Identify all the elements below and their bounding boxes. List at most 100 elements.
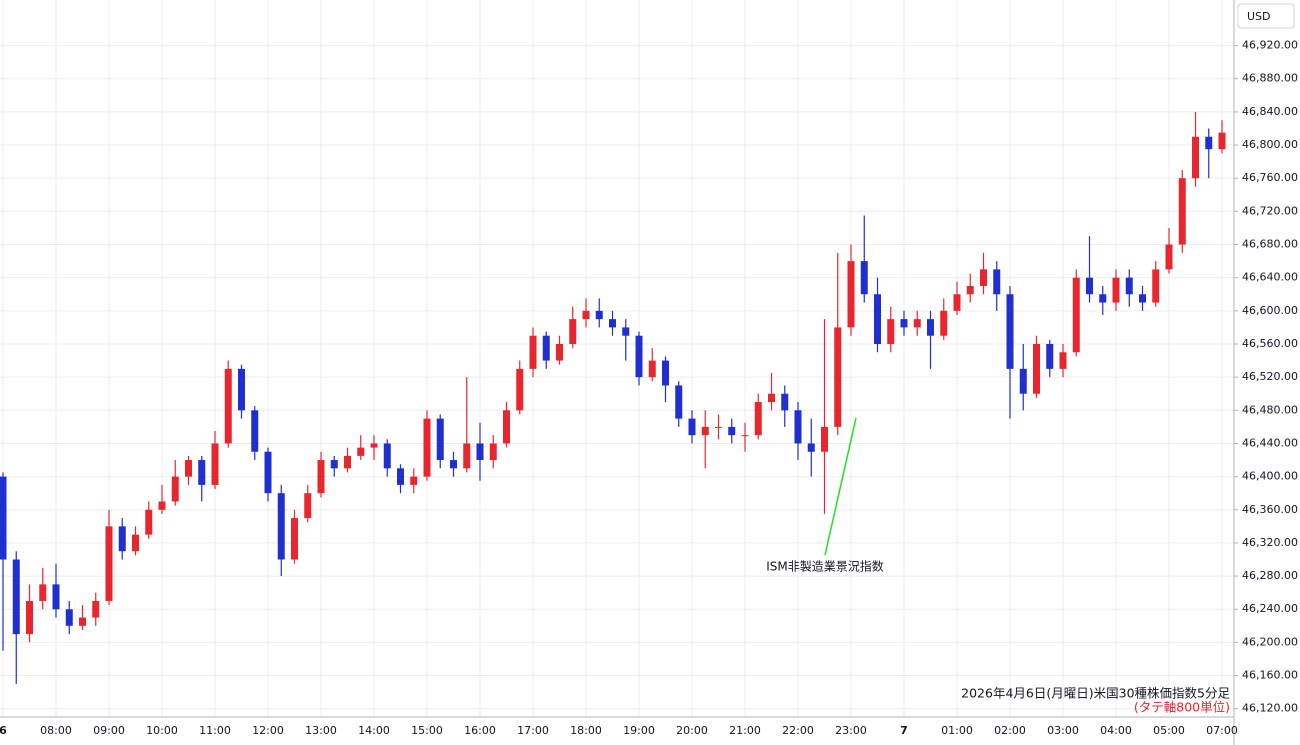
y-tick-label: 46,280.00 bbox=[1242, 569, 1298, 582]
candle-body bbox=[1046, 343, 1054, 369]
candle-body bbox=[450, 460, 457, 469]
x-tick-label: 15:00 bbox=[411, 724, 443, 737]
candle-body bbox=[754, 402, 762, 436]
y-tick-label: 46,880.00 bbox=[1242, 72, 1298, 85]
candle-body bbox=[224, 368, 232, 444]
candle-body bbox=[1072, 277, 1080, 353]
candle-body bbox=[715, 426, 722, 428]
candle-body bbox=[436, 418, 444, 461]
candle-body bbox=[370, 443, 378, 448]
candle-body bbox=[463, 443, 471, 469]
x-tick-label: 04:00 bbox=[1100, 724, 1132, 737]
x-tick-label: 13:00 bbox=[305, 724, 337, 737]
x-tick-label: 22:00 bbox=[782, 724, 814, 737]
y-tick-label: 46,840.00 bbox=[1242, 105, 1298, 118]
candle-body bbox=[569, 319, 577, 344]
candle-body bbox=[357, 447, 365, 456]
candle-body bbox=[344, 455, 351, 469]
candle-body bbox=[423, 418, 431, 477]
candle-body bbox=[171, 476, 179, 502]
candle-body bbox=[12, 559, 20, 635]
x-tick-label: 11:00 bbox=[199, 724, 231, 737]
candle-body bbox=[781, 393, 789, 411]
candle-body bbox=[39, 584, 47, 601]
candle-body bbox=[1165, 244, 1173, 270]
candle-body bbox=[1099, 294, 1107, 303]
candle-body bbox=[648, 360, 656, 378]
candle-body bbox=[821, 426, 828, 452]
candle-body bbox=[887, 319, 895, 344]
y-tick-label: 46,600.00 bbox=[1242, 304, 1298, 317]
x-tick-label: 21:00 bbox=[729, 724, 761, 737]
candle-body bbox=[582, 310, 590, 320]
y-tick-label: 46,400.00 bbox=[1242, 470, 1298, 483]
candle-body bbox=[1192, 136, 1199, 179]
candle-body bbox=[927, 319, 934, 336]
x-tick-label: 6 bbox=[0, 724, 7, 737]
candle-body bbox=[476, 443, 484, 461]
candle-body bbox=[79, 617, 86, 626]
candle-body bbox=[1205, 136, 1213, 150]
y-tick-label: 46,720.00 bbox=[1242, 204, 1298, 217]
x-tick-label: 23:00 bbox=[835, 724, 867, 737]
candles bbox=[0, 111, 1226, 684]
x-tick-label: 02:00 bbox=[994, 724, 1026, 737]
candle-body bbox=[542, 335, 550, 361]
x-tick-label: 08:00 bbox=[40, 724, 72, 737]
candle-body bbox=[251, 410, 259, 452]
candle-body bbox=[489, 443, 497, 461]
candle-body bbox=[264, 451, 272, 494]
x-tick-label: 17:00 bbox=[517, 724, 549, 737]
y-tick-label: 46,560.00 bbox=[1242, 337, 1298, 350]
x-tick-label: 03:00 bbox=[1047, 724, 1079, 737]
candle-body bbox=[1178, 178, 1186, 245]
candle-body bbox=[410, 476, 418, 485]
candle-body bbox=[953, 294, 961, 311]
candle-body bbox=[622, 327, 630, 336]
x-tick-label: 10:00 bbox=[146, 724, 178, 737]
y-tick-label: 46,320.00 bbox=[1242, 536, 1298, 549]
candle-body bbox=[317, 460, 325, 494]
candle-body bbox=[1125, 277, 1133, 295]
candle-body bbox=[238, 368, 245, 411]
candle-body bbox=[807, 443, 815, 452]
y-tick-label: 46,440.00 bbox=[1242, 436, 1298, 449]
x-tick-label: 09:00 bbox=[93, 724, 125, 737]
candle-body bbox=[1006, 294, 1014, 369]
candle-body bbox=[1112, 277, 1120, 303]
x-tick-label: 7 bbox=[900, 724, 908, 737]
candle-body bbox=[118, 526, 126, 552]
candle-body bbox=[728, 426, 736, 436]
annotation: ISM非製造業景況指数 bbox=[766, 559, 884, 574]
candle-body bbox=[105, 526, 113, 601]
candle-body bbox=[874, 294, 881, 344]
candle-body bbox=[291, 518, 298, 560]
x-tick-label: 01:00 bbox=[941, 724, 973, 737]
candle-body bbox=[383, 443, 391, 469]
x-tick-label: 19:00 bbox=[623, 724, 655, 737]
y-tick-label: 46,200.00 bbox=[1242, 635, 1298, 648]
currency: USD bbox=[1247, 10, 1271, 23]
candle-body bbox=[26, 600, 33, 635]
candle-body bbox=[185, 460, 192, 477]
candle-body bbox=[609, 319, 616, 328]
candle-body bbox=[92, 600, 100, 618]
candle-body bbox=[145, 509, 153, 535]
candle-body bbox=[834, 327, 842, 427]
candle-body bbox=[1152, 269, 1160, 303]
candle-body bbox=[688, 418, 696, 436]
chart-subtitle: (タテ軸800単位) bbox=[1134, 700, 1230, 715]
candle-body bbox=[675, 385, 683, 419]
candle-body bbox=[595, 310, 603, 320]
x-tick-label: 14:00 bbox=[358, 724, 390, 737]
y-tick-label: 46,920.00 bbox=[1242, 39, 1298, 52]
x-tick-label: 18:00 bbox=[570, 724, 602, 737]
candle-body bbox=[900, 319, 908, 328]
candle-body bbox=[132, 534, 139, 552]
candle-body bbox=[158, 501, 166, 510]
candle-body bbox=[966, 285, 974, 295]
candle-body bbox=[516, 368, 524, 411]
y-tick-label: 46,480.00 bbox=[1242, 403, 1298, 416]
candle-body bbox=[503, 410, 510, 444]
x-tick-label: 07:00 bbox=[1206, 724, 1238, 737]
